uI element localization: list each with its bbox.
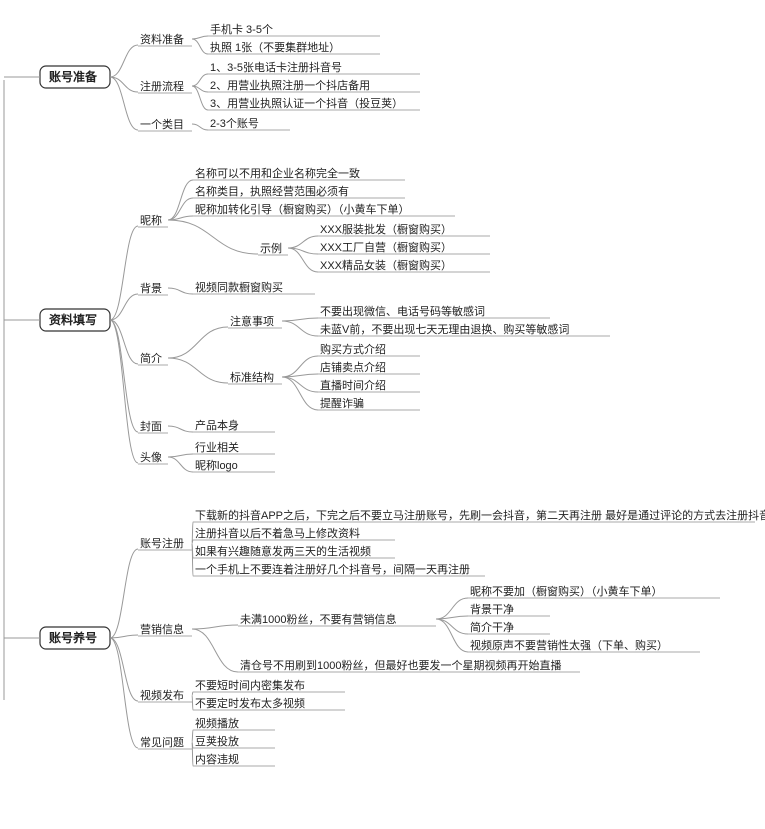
mindmap-diagram: 手机卡 3-5个执照 1张（不要集群地址） 资料准备 1、3-5张电话卡注册抖音号 2… bbox=[0, 10, 765, 785]
leaf: 视频同款橱窗购买 bbox=[195, 280, 283, 294]
leaf: 执照 1张（不要集群地址） bbox=[210, 40, 340, 54]
leaf: 行业相关 bbox=[195, 440, 239, 454]
leaf: 未蓝V前，不要出现七天无理由退换、购买等敏感词 bbox=[320, 322, 569, 336]
leaf: 名称可以不用和企业名称完全一致 bbox=[195, 166, 360, 180]
leaf: XXX工厂自营（橱窗购买） bbox=[320, 240, 452, 254]
leaf: 产品本身 bbox=[195, 418, 239, 432]
leaf: 直播时间介绍 bbox=[320, 378, 386, 392]
leaf: 昵称不要加（橱窗购买）（小黄车下单） bbox=[470, 584, 663, 598]
branch-beijing: 背景 bbox=[140, 281, 162, 295]
leaf: 不要出现微信、电话号码等敏感词 bbox=[320, 304, 485, 318]
branch-zysx: 注意事项 bbox=[230, 314, 274, 328]
leaf: 如果有兴趣随意发两三天的生活视频 bbox=[195, 544, 371, 558]
leaf: 店铺卖点介绍 bbox=[320, 360, 386, 374]
leaf: 视频播放 bbox=[195, 716, 239, 730]
leaf: XXX服装批发（橱窗购买） bbox=[320, 222, 452, 236]
branch-cjwt: 常见问题 bbox=[140, 736, 184, 749]
branch-weiman: 未满1000粉丝，不要有营销信息 bbox=[240, 612, 396, 626]
node-zhzb-label: 账号准备 bbox=[49, 69, 98, 84]
leaf: 提醒诈骗 bbox=[320, 396, 364, 410]
branch-bzjg: 标准结构 bbox=[230, 370, 274, 384]
branch-lm: 一个类目 bbox=[140, 117, 184, 131]
leaf: 背景干净 bbox=[470, 602, 514, 616]
leaf: 昵称logo bbox=[195, 458, 238, 472]
leaf: 购买方式介绍 bbox=[320, 342, 386, 356]
branch-spfb: 视频发布 bbox=[140, 688, 184, 702]
branch-yxxx: 营销信息 bbox=[140, 622, 184, 636]
leaf: 1、3-5张电话卡注册抖音号 bbox=[210, 60, 342, 74]
leaf: 下载新的抖音APP之后，下完之后不要立马注册账号，先刷一会抖音，第二天再注册 最… bbox=[195, 508, 765, 522]
branch-zclc: 注册流程 bbox=[140, 79, 184, 93]
node-zhyh-label: 账号养号 bbox=[49, 630, 97, 645]
branch-zlzb: 资料准备 bbox=[140, 32, 184, 46]
leaf: 2-3个账号 bbox=[210, 117, 259, 130]
branch-jianjie: 简介 bbox=[140, 351, 162, 365]
leaf: XXX精品女装（橱窗购买） bbox=[320, 258, 452, 272]
branch-zhzc: 账号注册 bbox=[140, 536, 184, 550]
leaf: 简介干净 bbox=[470, 620, 514, 634]
leaf: 清仓号不用刷到1000粉丝，但最好也要发一个星期视频再开始直播 bbox=[240, 658, 561, 672]
branch-fengmian: 封面 bbox=[140, 419, 162, 433]
leaf: 不要定时发布太多视频 bbox=[195, 696, 305, 710]
node-zltx-label: 资料填写 bbox=[49, 312, 97, 327]
leaf: 不要短时间内密集发布 bbox=[195, 678, 305, 692]
leaf: 昵称加转化引导（橱窗购买）（小黄车下单） bbox=[195, 202, 410, 216]
leaf: 豆荚投放 bbox=[195, 734, 239, 748]
branch-nicheng: 昵称 bbox=[140, 213, 162, 227]
leaf: 2、用营业执照注册一个抖店备用 bbox=[210, 78, 370, 92]
branch-shili: 示例 bbox=[260, 241, 282, 255]
leaf: 手机卡 3-5个 bbox=[210, 22, 273, 36]
leaf: 视频原声不要营销性太强（下单、购买） bbox=[470, 638, 668, 652]
leaf: 注册抖音以后不着急马上修改资料 bbox=[195, 526, 360, 540]
branch-touxiang: 头像 bbox=[140, 451, 162, 464]
leaf: 名称类目，执照经营范围必须有 bbox=[195, 184, 349, 198]
leaf: 一个手机上不要连着注册好几个抖音号，间隔一天再注册 bbox=[195, 562, 470, 576]
leaf: 内容违规 bbox=[195, 752, 239, 766]
leaf: 3、用营业执照认证一个抖音（投豆荚） bbox=[210, 96, 403, 110]
